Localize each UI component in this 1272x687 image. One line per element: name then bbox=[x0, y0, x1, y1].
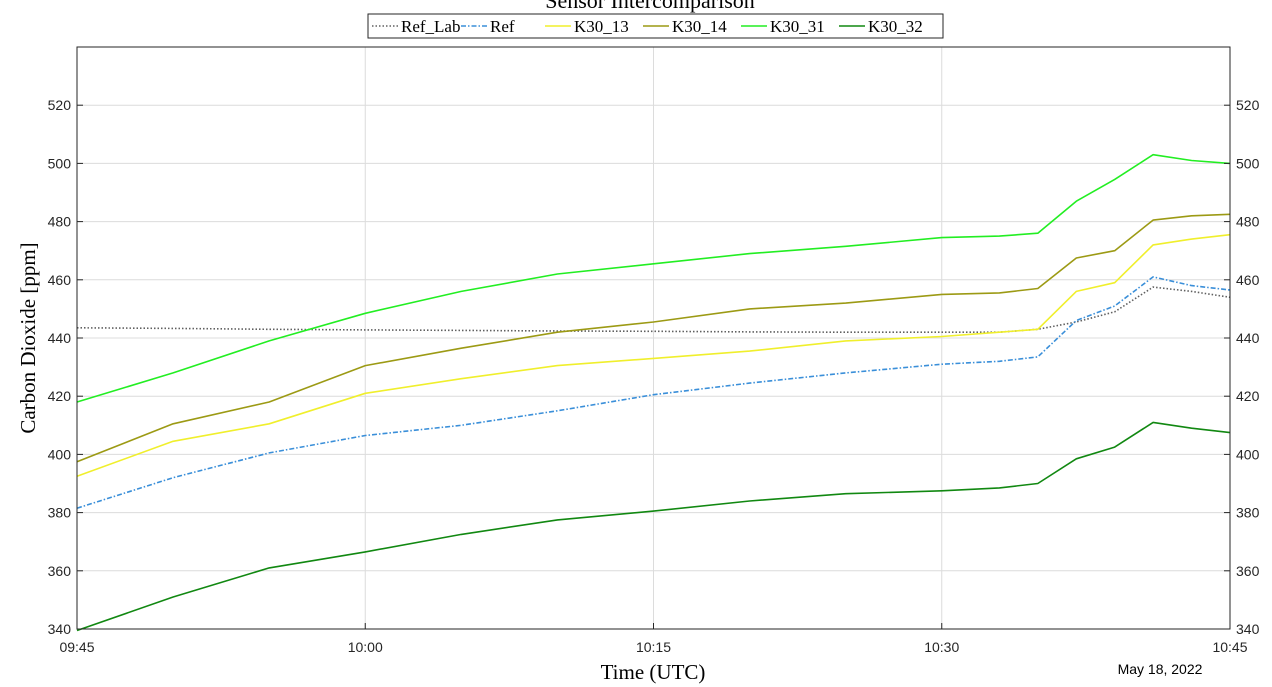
y-tick-label-right: 360 bbox=[1236, 563, 1260, 579]
y-tick-label: 340 bbox=[48, 621, 72, 637]
y-tick-label: 500 bbox=[48, 155, 72, 171]
legend-label: K30_32 bbox=[868, 17, 923, 36]
y-tick-label: 380 bbox=[48, 505, 72, 521]
series-line-k30-32 bbox=[76, 421, 1231, 632]
x-tick-label: 10:45 bbox=[1212, 639, 1247, 655]
y-tick-label: 440 bbox=[48, 330, 72, 346]
x-axis-label: Time (UTC) bbox=[601, 660, 706, 684]
y-tick-label-right: 440 bbox=[1236, 330, 1260, 346]
series-line-k30-31 bbox=[76, 153, 1231, 403]
legend-label: K30_13 bbox=[574, 17, 629, 36]
y-tick-label-right: 340 bbox=[1236, 621, 1260, 637]
y-tick-label: 360 bbox=[48, 563, 72, 579]
y-tick-label-right: 420 bbox=[1236, 388, 1260, 404]
y-tick-label: 480 bbox=[48, 214, 72, 230]
y-tick-label: 460 bbox=[48, 272, 72, 288]
y-tick-label-right: 520 bbox=[1236, 97, 1260, 113]
x-tick-label: 09:45 bbox=[59, 639, 94, 655]
y-tick-label-right: 460 bbox=[1236, 272, 1260, 288]
y-tick-label: 400 bbox=[48, 446, 72, 462]
y-tick-label-right: 380 bbox=[1236, 505, 1260, 521]
x-tick-label: 10:15 bbox=[636, 639, 671, 655]
y-tick-label: 520 bbox=[48, 97, 72, 113]
axis-ticks: 340 340 360 360 380 380 400 400 420 420 440 440 460 4… bbox=[48, 97, 1260, 655]
x-tick-label: 10:30 bbox=[924, 639, 959, 655]
y-tick-label: 420 bbox=[48, 388, 72, 404]
series-line-k30-13 bbox=[76, 233, 1231, 477]
series-line-k30-14 bbox=[76, 213, 1231, 463]
y-tick-label-right: 480 bbox=[1236, 214, 1260, 230]
chart-title: Sensor Intercomparison bbox=[545, 0, 755, 13]
legend-label: K30_14 bbox=[672, 17, 727, 36]
date-label: May 18, 2022 bbox=[1118, 661, 1203, 677]
legend: Ref_Lab Ref K30_13 K30_14 K30_31 K30_32 bbox=[367, 13, 944, 39]
legend-label: Ref_Lab bbox=[401, 17, 460, 36]
x-tick-label: 10:00 bbox=[348, 639, 383, 655]
y-axis-label: Carbon Dioxide [ppm] bbox=[16, 242, 40, 433]
y-tick-label-right: 500 bbox=[1236, 155, 1260, 171]
legend-label: K30_31 bbox=[770, 17, 825, 36]
series-line-ref bbox=[76, 276, 1231, 509]
series-line-ref-lab bbox=[76, 286, 1231, 334]
legend-label: Ref bbox=[490, 17, 515, 36]
y-tick-label-right: 400 bbox=[1236, 446, 1260, 462]
series-lines bbox=[76, 153, 1231, 632]
